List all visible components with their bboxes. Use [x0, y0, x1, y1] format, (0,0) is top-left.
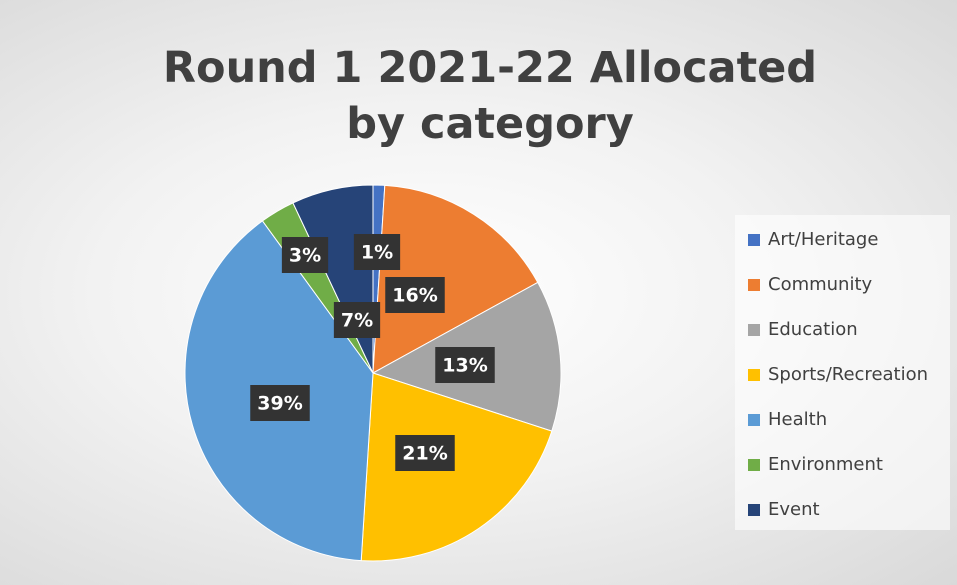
data-label: 3% [289, 245, 321, 267]
data-label-box [250, 385, 310, 421]
legend-label: Art/Heritage [768, 229, 878, 250]
legend-swatch [748, 414, 760, 426]
data-label-box [281, 237, 329, 273]
legend-label: Environment [768, 454, 883, 475]
pie-slice [372, 184, 539, 374]
legend-label: Community [768, 274, 873, 295]
data-label: 7% [341, 310, 373, 332]
data-label-box [333, 302, 381, 338]
data-label: 39% [257, 393, 302, 415]
data-label: 21% [402, 443, 447, 465]
data-label: 16% [392, 285, 437, 307]
data-label-box [353, 234, 401, 270]
data-label-box [395, 435, 455, 471]
data-label-box [435, 347, 495, 383]
legend-box [735, 215, 950, 530]
legend-swatch [748, 324, 760, 336]
legend-swatch [748, 234, 760, 246]
data-label: 1% [361, 242, 393, 264]
legend-label: Education [768, 319, 858, 340]
chart-title: Round 1 2021-22 Allocated by category [162, 43, 818, 149]
legend-swatch [748, 279, 760, 291]
legend-swatch [748, 459, 760, 471]
pie-slice [360, 372, 553, 562]
data-label: 13% [442, 355, 487, 377]
legend-swatch [748, 369, 760, 381]
data-label-box [385, 277, 445, 313]
legend-swatch [748, 504, 760, 516]
legend-label: Event [768, 499, 820, 520]
legend-label: Sports/Recreation [768, 364, 928, 385]
legend-label: Health [768, 409, 827, 430]
